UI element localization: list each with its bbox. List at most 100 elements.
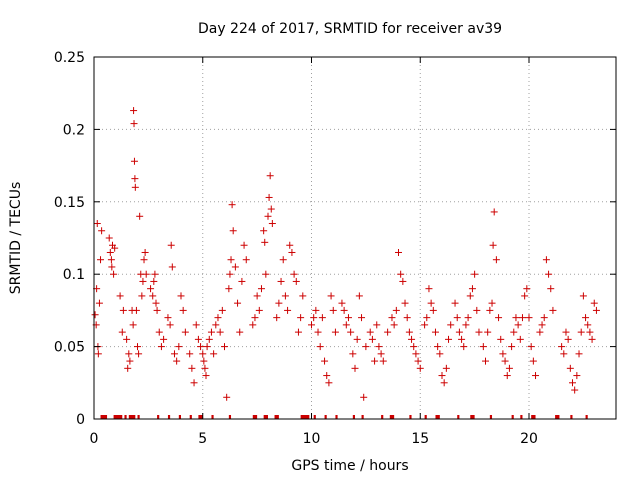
data-point (458, 335, 466, 343)
data-point (110, 270, 118, 278)
data-point (267, 205, 275, 213)
data-point (562, 328, 570, 336)
y-axis-label: SRMTID / TECUs (8, 182, 24, 295)
data-point (141, 248, 149, 256)
data-gap-marker (555, 415, 560, 419)
data-gap-marker (389, 415, 395, 419)
data-point (505, 364, 513, 372)
data-point (286, 241, 294, 249)
data-point (405, 328, 413, 336)
data-point (138, 292, 146, 300)
data-point (586, 328, 594, 336)
data-point (130, 120, 138, 128)
x-tick-label: 15 (411, 431, 429, 447)
data-point (532, 372, 540, 380)
data-gap-marker (585, 415, 588, 419)
data-point (395, 248, 402, 256)
data-point (421, 321, 429, 329)
data-point (134, 343, 141, 351)
data-point (414, 357, 422, 365)
data-point (175, 343, 183, 351)
data-gap-marker (189, 415, 192, 419)
data-point (412, 350, 420, 358)
data-point (351, 364, 359, 372)
data-point (105, 234, 113, 242)
data-point (489, 241, 497, 249)
data-point (497, 335, 505, 343)
data-point (264, 212, 272, 220)
x-tick-label: 5 (198, 431, 207, 447)
data-point (194, 335, 202, 343)
data-point (140, 256, 148, 264)
data-point (234, 299, 242, 307)
data-gap-marker (157, 415, 160, 419)
data-gap-marker (124, 415, 127, 419)
data-point (257, 285, 265, 293)
data-point (199, 350, 207, 358)
data-point (151, 270, 159, 278)
data-point (368, 335, 376, 343)
data-gap-marker (424, 415, 427, 419)
data-point (218, 306, 226, 314)
data-point (308, 321, 315, 329)
data-point (475, 328, 483, 336)
data-gap-marker (274, 415, 279, 419)
data-point (590, 299, 598, 307)
data-point (344, 314, 352, 322)
data-point (181, 328, 189, 336)
data-point (577, 328, 585, 336)
data-point (281, 292, 289, 300)
data-point (410, 343, 418, 351)
data-point (503, 372, 511, 380)
data-point (299, 292, 307, 300)
data-point (373, 321, 381, 329)
data-point (390, 321, 398, 329)
data-point (116, 292, 124, 300)
data-point (91, 311, 99, 319)
x-tick-labels: 0 5 10 15 20 (90, 431, 538, 447)
data-point (107, 256, 115, 264)
data-gap-marker (409, 415, 412, 419)
data-gap-marker (263, 415, 268, 419)
data-point (521, 292, 529, 300)
data-point (136, 212, 144, 220)
data-point (240, 241, 248, 249)
data-point (93, 220, 101, 228)
data-point (453, 314, 461, 322)
data-point (484, 328, 492, 336)
data-point (442, 364, 450, 372)
data-point (427, 299, 435, 307)
data-point (416, 364, 424, 372)
data-point (379, 357, 387, 365)
data-point (131, 175, 139, 183)
data-point (94, 350, 102, 358)
data-point (512, 314, 520, 322)
data-point (210, 350, 218, 358)
x-tick-label: 10 (303, 431, 321, 447)
x-tick-label: 20 (520, 431, 538, 447)
x-tick-label: 0 (90, 431, 99, 447)
data-point (212, 321, 220, 329)
data-point (408, 335, 416, 343)
data-point (592, 306, 600, 314)
data-point (123, 335, 131, 343)
data-point (229, 227, 237, 235)
data-gap-marker (167, 415, 171, 419)
data-gap-marker (128, 415, 136, 419)
data-point (149, 292, 157, 300)
data-point (588, 335, 596, 343)
data-gap-marker (470, 415, 475, 419)
data-point (338, 299, 346, 307)
data-point (261, 238, 269, 246)
data-point (129, 321, 137, 329)
data-point (538, 321, 546, 329)
data-point (273, 314, 281, 322)
data-gap-marker (137, 415, 140, 419)
data-gap-marker (211, 415, 214, 419)
data-point (173, 357, 181, 365)
data-point (97, 256, 105, 264)
data-point (514, 321, 522, 329)
data-point (131, 183, 139, 191)
data-point (207, 328, 215, 336)
data-point (288, 248, 296, 256)
